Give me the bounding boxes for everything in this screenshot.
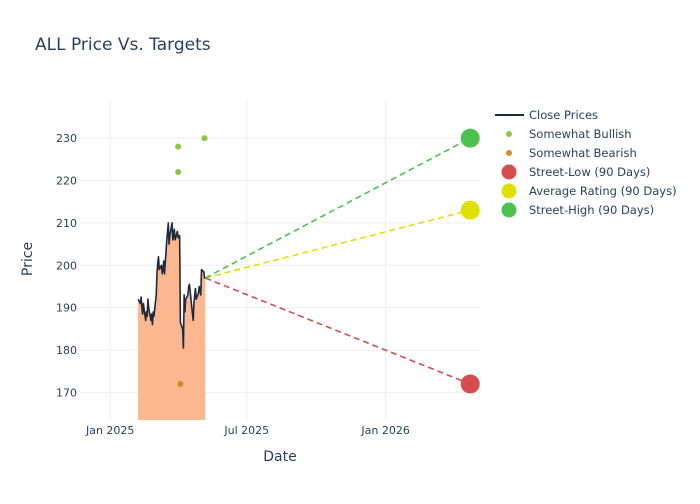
legend-label: Street-Low (90 Days) <box>529 165 650 179</box>
target-lines-layer <box>204 137 471 385</box>
x-tick-label: Jan 2026 <box>360 424 409 437</box>
street-low-days-trend-line <box>204 277 471 385</box>
area-layer <box>138 222 206 420</box>
legend-label: Average Rating (90 Days) <box>529 184 677 198</box>
somewhat-bullish-rating-point <box>175 143 182 150</box>
legend-label: Close Prices <box>529 108 598 122</box>
y-tick-label: 200 <box>56 259 77 272</box>
legend-label: Street-High (90 Days) <box>529 203 654 217</box>
chart-title: ALL Price Vs. Targets <box>35 35 211 55</box>
y-tick-label: 170 <box>56 386 77 399</box>
x-axis-title: Date <box>263 449 296 465</box>
average-rating-days-target-marker <box>460 200 480 220</box>
y-axis-title: Price <box>20 242 36 276</box>
legend-item-somewhat-bullish[interactable]: Somewhat Bullish <box>506 127 632 141</box>
y-tick-label: 210 <box>56 217 77 230</box>
y-tick-label: 190 <box>56 302 77 315</box>
markers-layer <box>175 128 480 394</box>
x-tick-label: Jul 2025 <box>223 424 269 437</box>
close-line-layer <box>137 222 206 349</box>
close-price-line <box>137 222 206 349</box>
legend-circle-swatch <box>501 202 517 218</box>
legend-item-street-high-days[interactable]: Street-High (90 Days) <box>501 202 655 218</box>
legend-dot-swatch <box>506 131 512 137</box>
legend-item-close-prices[interactable]: Close Prices <box>495 108 598 122</box>
tick-labels-layer: 170 180 190 200 210 220 230 Jan 2025 Jul 2025 Jan… <box>56 132 410 437</box>
legend-dot-swatch <box>506 150 512 156</box>
legend-item-average-rating-days[interactable]: Average Rating (90 Days) <box>501 183 677 199</box>
somewhat-bearish-rating-point <box>177 380 184 387</box>
legend-label: Somewhat Bullish <box>529 127 632 141</box>
street-high-days-target-marker <box>460 128 480 148</box>
legend-item-street-low-days[interactable]: Street-Low (90 Days) <box>501 164 651 180</box>
legend-circle-swatch <box>501 183 517 199</box>
close-price-area <box>138 222 206 420</box>
somewhat-bullish-rating-point <box>201 135 208 142</box>
legend-item-somewhat-bearish[interactable]: Somewhat Bearish <box>506 146 637 160</box>
legend[interactable]: Close Prices Somewhat Bullish Somewhat Bea… <box>495 108 677 218</box>
legend-label: Somewhat Bearish <box>529 146 637 160</box>
legend-circle-swatch <box>501 164 517 180</box>
x-tick-label: Jan 2025 <box>85 424 134 437</box>
y-tick-label: 220 <box>56 175 77 188</box>
street-low-days-target-marker <box>460 374 480 394</box>
y-tick-label: 180 <box>56 344 77 357</box>
somewhat-bullish-rating-point <box>175 169 182 176</box>
y-tick-label: 230 <box>56 132 77 145</box>
average-rating-days-trend-line <box>205 209 471 279</box>
